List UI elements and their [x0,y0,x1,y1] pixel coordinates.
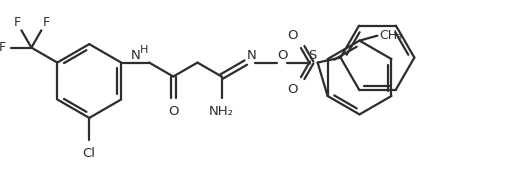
Text: S: S [308,49,316,62]
Text: O: O [287,83,298,96]
Text: H: H [140,45,149,55]
Text: O: O [287,29,298,42]
Text: Cl: Cl [83,147,96,160]
Text: N: N [247,49,257,62]
Text: O: O [278,49,288,62]
Text: CH₃: CH₃ [379,29,403,42]
Text: N: N [130,49,140,62]
Text: O: O [168,106,179,119]
Text: NH₂: NH₂ [209,106,234,119]
Text: F: F [42,16,49,29]
Text: F: F [13,16,21,29]
Text: F: F [0,41,6,54]
